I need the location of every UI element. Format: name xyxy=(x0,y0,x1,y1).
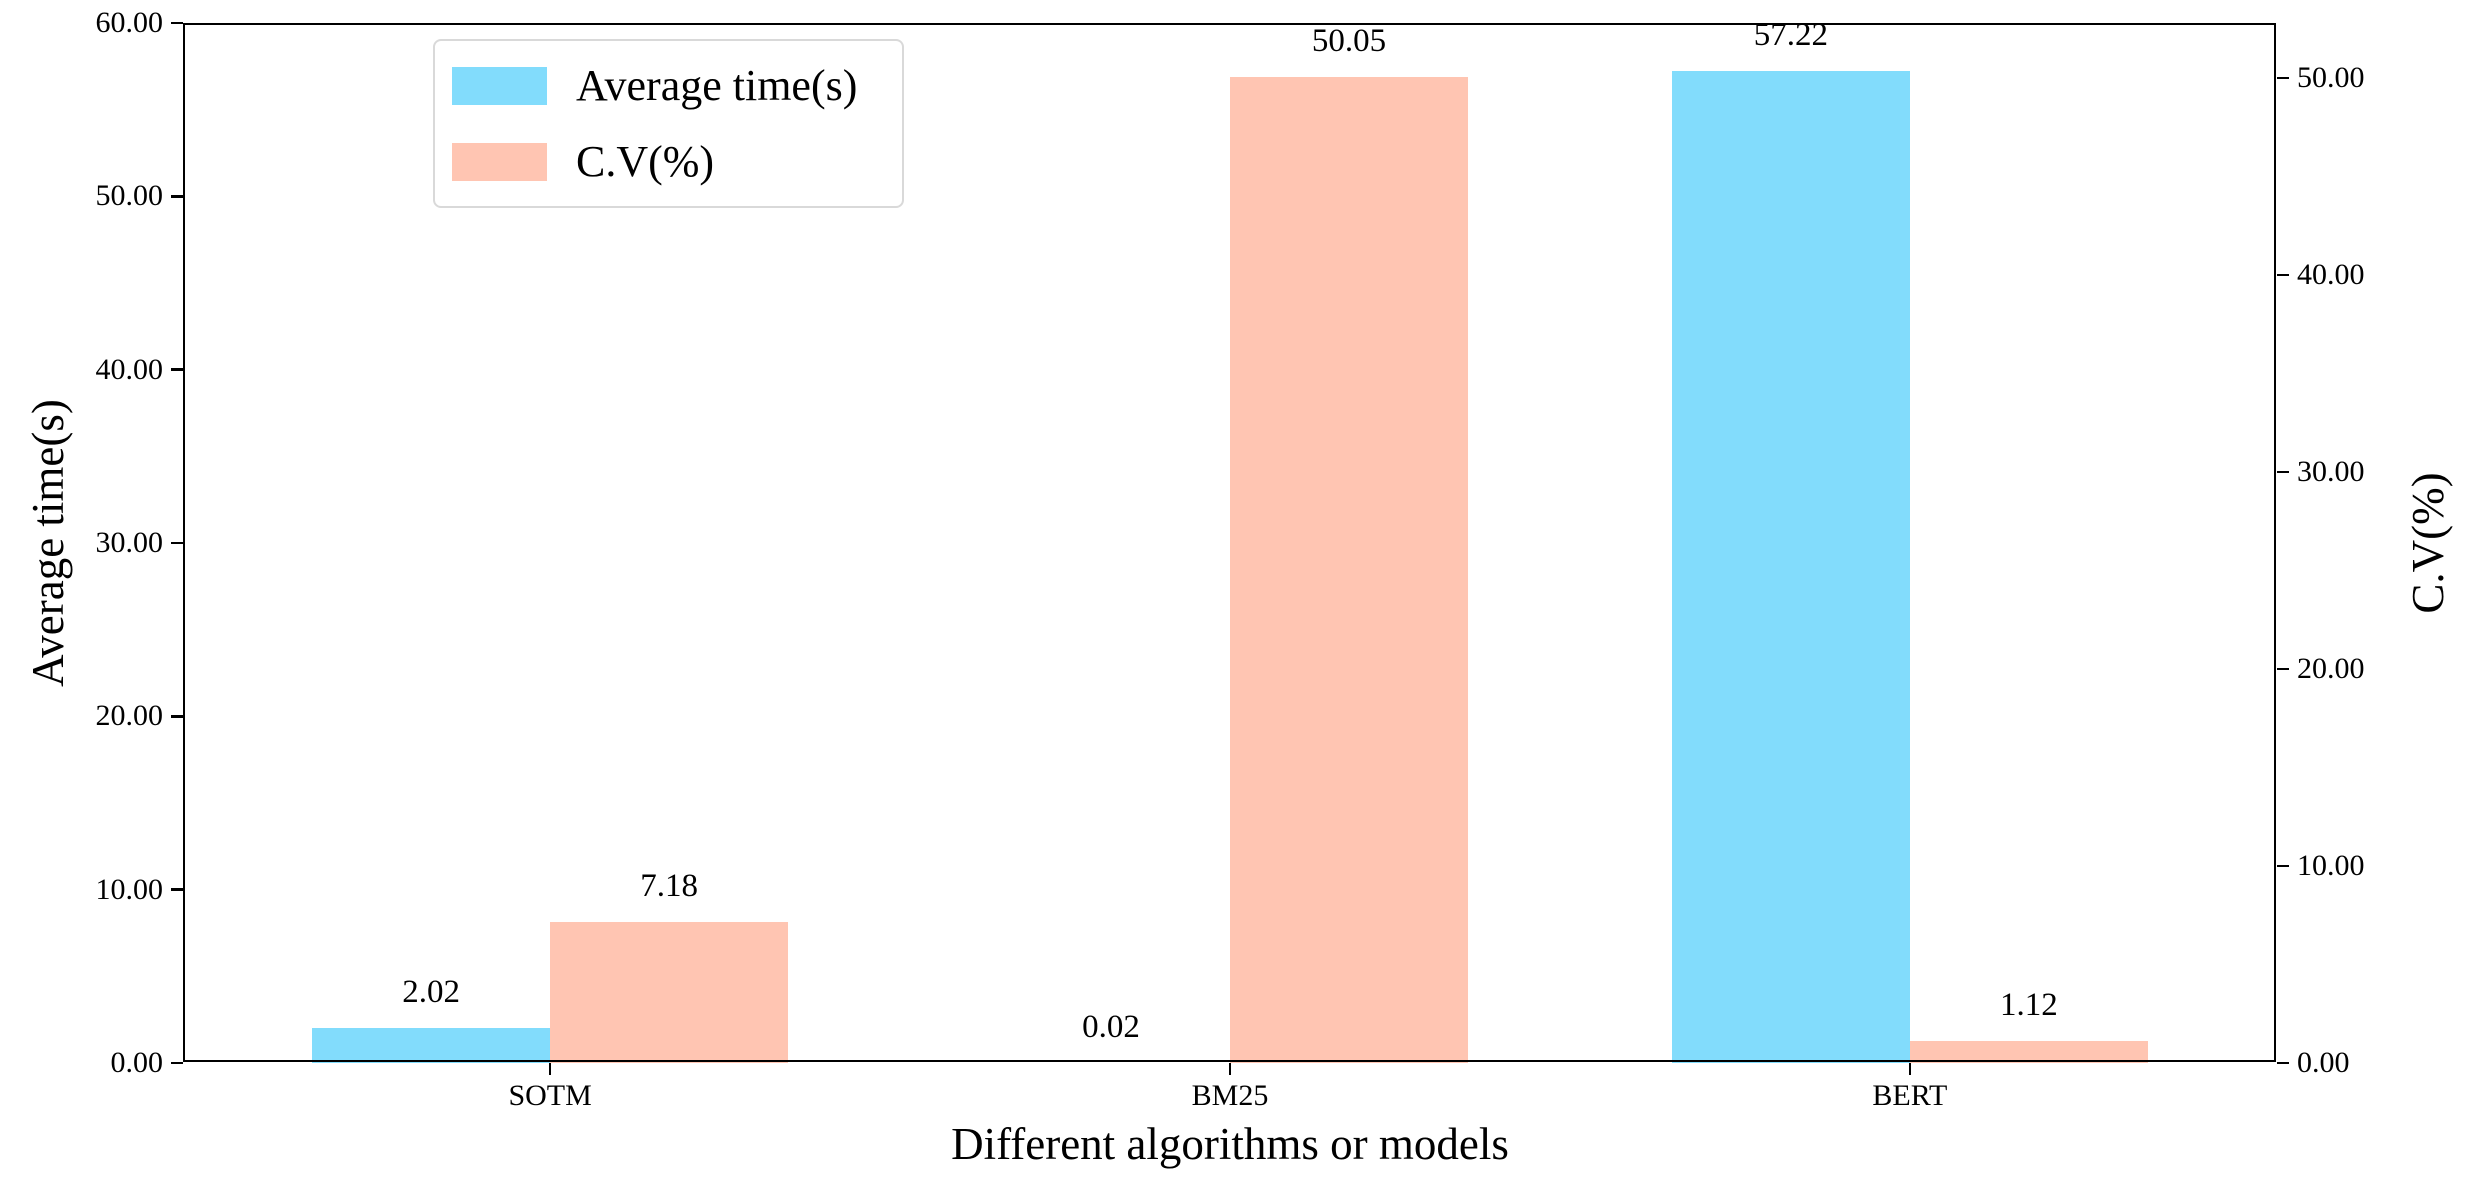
legend-swatch-average-time xyxy=(452,66,547,105)
y-axis-tick-label-left: 30.00 xyxy=(95,526,164,559)
y-axis-tick-right xyxy=(2277,667,2289,671)
legend-swatch-cv xyxy=(452,142,547,181)
x-axis-label: Different algorithms or models xyxy=(951,1119,1509,1169)
bar-sotm-cv xyxy=(550,921,789,1063)
y-axis-tick-left xyxy=(171,888,183,891)
y-axis-tick-label-left: 60.00 xyxy=(95,6,164,39)
y-axis-tick-right xyxy=(2277,864,2289,868)
y-axis-tick-label-left: 0.00 xyxy=(110,1046,164,1079)
legend-label: C.V(%) xyxy=(576,136,715,186)
bar-bert-cv xyxy=(1909,1040,2148,1063)
y-axis-tick-left xyxy=(171,1061,183,1065)
bar-sotm-avg-time xyxy=(312,1027,551,1063)
legend: Average time(s) C.V(%) xyxy=(433,39,904,208)
y-axis-tick-label-right: 30.00 xyxy=(2297,455,2365,489)
y-axis-tick-label-left: 40.00 xyxy=(95,352,164,386)
legend-entry: C.V(%) xyxy=(452,136,902,186)
x-axis-tick xyxy=(548,1063,552,1075)
bar-value-label: 2.02 xyxy=(402,973,461,1010)
y-axis-tick-left xyxy=(171,541,183,545)
bar-value-label: 0.02 xyxy=(1082,1008,1140,1045)
y-axis-tick-label-left: 50.00 xyxy=(95,179,164,213)
y-axis-tick-label-right: 0.00 xyxy=(2297,1046,2350,1079)
y-axis-tick-right xyxy=(2277,76,2289,80)
bar-value-label: 50.05 xyxy=(1311,23,1387,60)
y-axis-tick-left xyxy=(171,21,183,25)
bar-value-label: 1.12 xyxy=(1999,986,2058,1023)
y-axis-tick-right xyxy=(2277,273,2289,277)
x-axis-tick xyxy=(1908,1063,1912,1075)
y-axis-tick-label-left: 20.00 xyxy=(95,699,164,733)
bar-value-label: 7.18 xyxy=(640,867,698,904)
y-axis-tick-label-left: 10.00 xyxy=(95,872,164,906)
y-axis-tick-label-right: 50.00 xyxy=(2297,61,2365,95)
bar-value-label: 57.22 xyxy=(1753,17,1829,54)
y-axis-label-left: Average time(s) xyxy=(23,399,73,687)
x-axis-tick-label: SOTM xyxy=(508,1079,592,1112)
x-axis-tick xyxy=(1228,1063,1232,1075)
x-axis-tick-label: BM25 xyxy=(1191,1079,1269,1112)
legend-label: Average time(s) xyxy=(576,60,858,110)
legend-entry: Average time(s) xyxy=(452,60,902,110)
y-axis-tick-right xyxy=(2277,470,2289,474)
y-axis-label-right: C.V(%) xyxy=(2403,472,2453,614)
bar-bm25-cv xyxy=(1230,77,1468,1063)
y-axis-tick-right xyxy=(2277,1061,2289,1065)
y-axis-tick-label-right: 40.00 xyxy=(2297,258,2365,292)
y-axis-tick-left xyxy=(171,715,183,718)
y-axis-tick-label-right: 20.00 xyxy=(2297,652,2365,686)
y-axis-tick-left xyxy=(171,195,183,198)
x-axis-tick-label: BERT xyxy=(1872,1079,1948,1112)
y-axis-tick-left xyxy=(171,368,183,371)
bar-bert-avg-time xyxy=(1671,71,1910,1063)
y-axis-tick-label-right: 10.00 xyxy=(2297,849,2365,883)
